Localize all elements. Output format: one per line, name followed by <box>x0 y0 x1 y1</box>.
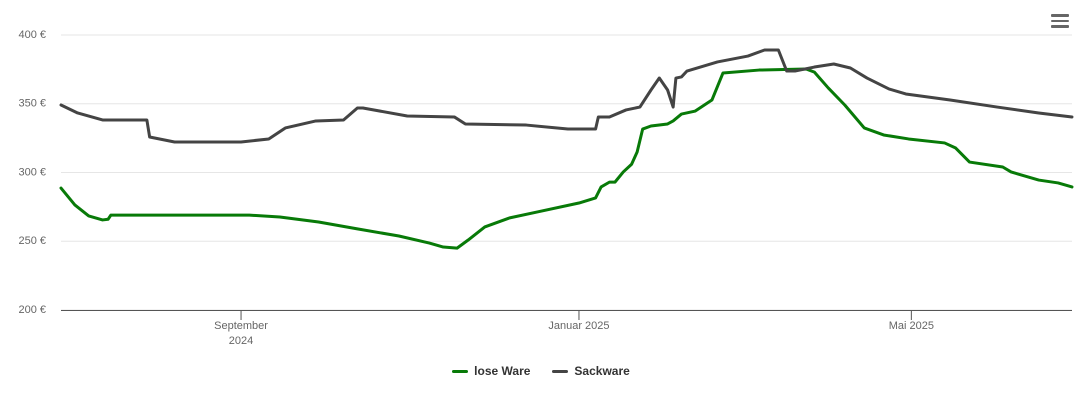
x-tick-label: Mai 2025 <box>888 320 934 332</box>
legend: lose Ware Sackware <box>0 364 1082 378</box>
y-tick-label: 300 € <box>18 166 46 178</box>
y-tick-label: 250 € <box>18 235 46 247</box>
y-tick-label: 350 € <box>18 98 46 110</box>
y-tick-label: 400 € <box>18 29 46 41</box>
legend-swatch <box>452 369 469 373</box>
x-tick-label: Januar 2025 <box>548 320 610 332</box>
legend-swatch <box>552 369 569 373</box>
x-tick-label: September 2024 <box>214 320 268 347</box>
legend-item[interactable]: lose Ware <box>452 364 530 378</box>
legend-label: lose Ware <box>474 364 531 378</box>
series-line <box>59 67 1074 250</box>
legend-label: Sackware <box>574 364 630 378</box>
series-line <box>59 48 1074 144</box>
legend-item[interactable]: Sackware <box>552 364 630 378</box>
menu-button[interactable] <box>1051 14 1069 28</box>
y-tick-label: 200 € <box>18 304 46 316</box>
